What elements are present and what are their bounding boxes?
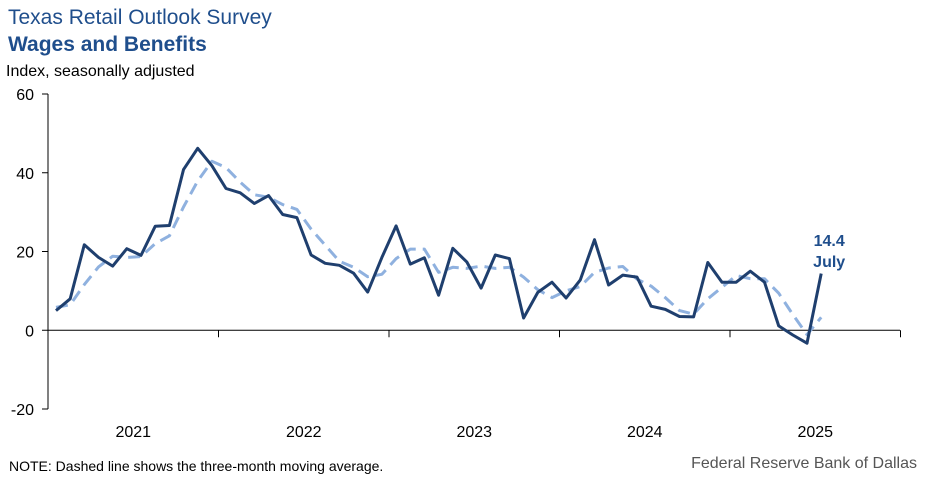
source-credit: Federal Reserve Bank of Dallas	[691, 455, 917, 472]
chart-title: Texas Retail Outlook Survey	[8, 6, 272, 29]
y-tick-label: -20	[11, 402, 34, 419]
y-tick-label: 0	[25, 323, 34, 340]
x-tick-label: 2022	[286, 424, 322, 441]
y-tick-label: 20	[16, 245, 34, 262]
labels: 60 40 20 0 -20 2021 2022 2023 2024 2025 14.4 July	[11, 87, 845, 441]
x-tick-label: 2024	[627, 424, 663, 441]
x-tick-label: 2025	[797, 424, 833, 441]
x-tick-label: 2021	[115, 424, 151, 441]
index-line	[55, 146, 823, 345]
footnote: NOTE: Dashed line shows the three-month …	[9, 458, 384, 474]
last-value-label: 14.4	[814, 233, 845, 250]
y-tick-label: 40	[16, 166, 34, 183]
y-tick-label: 60	[16, 87, 34, 104]
axes	[42, 93, 901, 410]
x-tick-label: 2023	[456, 424, 492, 441]
last-month-label: July	[813, 254, 845, 271]
y-units-label: Index, seasonally adjusted	[6, 63, 195, 80]
chart-subtitle: Wages and Benefits	[8, 33, 207, 56]
series-layer	[55, 146, 823, 345]
moving-average-line	[55, 159, 823, 337]
